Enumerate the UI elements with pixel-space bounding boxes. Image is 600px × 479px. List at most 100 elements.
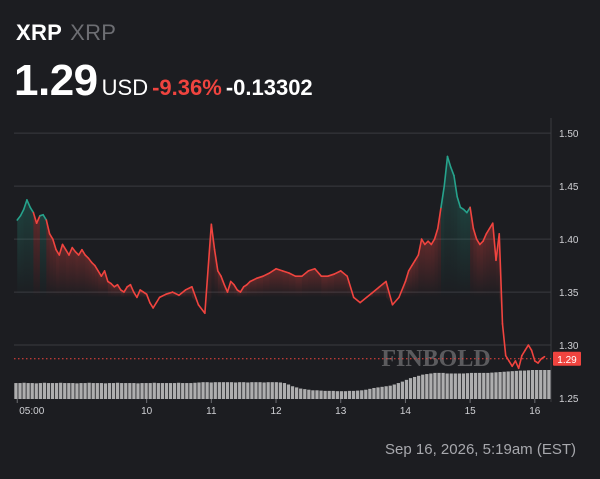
price-line	[16, 155, 546, 370]
y-tick-label: 1.45	[559, 182, 579, 193]
price-area-segment	[98, 270, 102, 298]
volume-bar	[539, 370, 543, 399]
price-line-segment	[87, 257, 93, 264]
price-area-segment	[470, 207, 474, 298]
x-tick-label: 15	[465, 406, 477, 417]
volume-bar	[30, 383, 34, 399]
price-line-segment	[132, 291, 138, 299]
price-area-segment	[282, 270, 289, 298]
volume-bar	[172, 383, 177, 399]
price-area-segment	[334, 270, 341, 298]
volume-bar	[238, 382, 242, 399]
volume-bar	[22, 382, 26, 399]
volume-bar	[156, 383, 160, 399]
current-price-label: 1.29	[557, 355, 577, 366]
price-line-segment	[469, 206, 475, 230]
volume-bar	[408, 378, 413, 399]
volume-bar	[290, 386, 295, 399]
volume-bar	[514, 370, 518, 399]
price-line-segment	[94, 264, 99, 272]
volume-bar	[421, 374, 425, 399]
price-area-segment	[450, 167, 454, 298]
volume-bar	[71, 383, 75, 399]
x-tick-label: 10	[141, 406, 153, 417]
volume-bar	[225, 382, 230, 399]
price-area-segment	[214, 249, 218, 298]
volume-bar	[266, 382, 270, 399]
x-tick-label: 11	[206, 406, 217, 417]
price-line-segment	[333, 270, 342, 275]
price-area-segment	[36, 215, 40, 298]
volume-bar	[54, 383, 59, 399]
price-line-segment	[398, 280, 407, 299]
price-line-segment	[123, 285, 129, 293]
price-area-segment	[20, 209, 24, 298]
price-area-segment	[405, 270, 409, 298]
volume-bar	[396, 383, 400, 399]
volume-bar	[433, 372, 437, 399]
price-area-segment	[49, 233, 53, 298]
volume-bar	[201, 382, 205, 399]
price-line-segment	[411, 259, 416, 267]
price-area-segment	[479, 241, 484, 298]
volume-bar	[229, 382, 234, 399]
volume-bar	[364, 389, 368, 399]
price-line-segment	[407, 264, 413, 272]
price-line-segment	[530, 349, 536, 362]
price-area-segment	[250, 278, 257, 298]
volume-bar	[437, 372, 441, 399]
price-area-segment	[217, 270, 222, 298]
price-currency: USD	[101, 75, 149, 100]
volume-bar	[335, 391, 339, 399]
price-area-segment	[101, 270, 105, 298]
price-area-segment	[308, 268, 315, 298]
volume-bar	[474, 372, 478, 399]
volume-bar	[478, 372, 482, 399]
volume-bar	[242, 382, 246, 399]
price-line-segment	[307, 267, 316, 272]
price-line-segment	[339, 270, 348, 277]
volume-bar	[343, 391, 348, 399]
price-line-segment	[527, 344, 533, 352]
volume-bar	[368, 388, 372, 399]
volume-bar	[384, 386, 388, 399]
price-line-segment	[385, 280, 394, 306]
price-line-segment	[511, 360, 517, 368]
volume-bar	[425, 374, 429, 399]
price-area-segment	[17, 215, 21, 298]
price-line-segment	[449, 166, 455, 177]
volume-bar	[246, 382, 250, 399]
volume-bar	[42, 382, 47, 399]
volume-bar	[250, 382, 254, 399]
volume-bar	[339, 391, 344, 399]
price-change-percent: -9.36%	[152, 75, 222, 100]
volume-bar	[299, 388, 303, 399]
price-line-segment	[262, 272, 271, 277]
y-tick-label: 1.40	[559, 235, 579, 246]
price-line-segment	[77, 248, 83, 256]
y-axis: 1.50 1.45 1.40 1.35 1.30 1.25	[550, 118, 579, 405]
price-area-segment	[428, 241, 432, 298]
ticker-header: XRP XRP	[16, 20, 116, 46]
price-area-segment	[263, 273, 270, 298]
volume-bar	[449, 373, 453, 399]
price-area-segment	[466, 207, 471, 298]
price-area-segment	[424, 241, 429, 298]
price-area-segment	[457, 196, 461, 298]
volume-bar	[392, 384, 396, 399]
price-line-segment	[178, 289, 187, 297]
price-line-segment	[149, 301, 154, 309]
price-area-segment	[463, 209, 467, 298]
volume-bar	[465, 373, 470, 399]
volume-bar	[376, 387, 380, 399]
price-area-segment	[39, 214, 44, 298]
volume-bar	[18, 383, 22, 399]
volume-bar	[278, 382, 282, 399]
volume-bar	[148, 383, 152, 399]
volume-bar	[498, 372, 502, 399]
price-area-segment	[295, 276, 302, 298]
price-line-segment	[16, 215, 22, 221]
volume-bar	[189, 383, 193, 399]
price-line-segment	[268, 267, 277, 274]
y-tick-label: 1.35	[559, 288, 579, 299]
